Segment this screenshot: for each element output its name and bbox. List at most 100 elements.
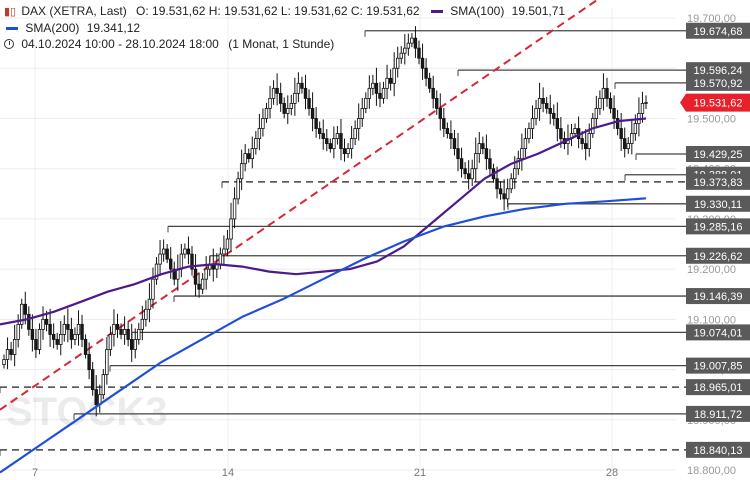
candle	[55, 339, 59, 345]
last-price-label: 19.531,62	[694, 98, 743, 110]
candle	[438, 108, 442, 119]
candle	[293, 92, 297, 104]
last-price-box	[680, 93, 750, 112]
clock-icon	[4, 39, 14, 49]
candle	[360, 108, 364, 119]
candle	[44, 318, 49, 325]
candle	[20, 303, 24, 325]
sma200-swatch	[6, 27, 18, 31]
candle	[619, 128, 623, 139]
candle	[481, 143, 485, 150]
level-label-box	[686, 379, 750, 396]
candle	[474, 153, 478, 170]
candle	[108, 334, 113, 350]
level-label: 19.429,25	[694, 149, 743, 161]
candle	[34, 339, 38, 350]
legend-row-period: 04.10.2024 10:00 - 28.10.2024 18:00 (1 M…	[4, 36, 565, 52]
candle	[417, 47, 421, 59]
sma100-value: 19.501,71	[511, 4, 566, 18]
candle	[388, 77, 393, 84]
candle	[154, 263, 159, 280]
candle	[612, 108, 616, 119]
candle	[396, 57, 400, 69]
candle	[633, 123, 638, 134]
candle	[516, 158, 521, 170]
level-label: 18.965,01	[694, 382, 743, 394]
level-label-box	[686, 357, 750, 374]
sma200-line	[0, 197, 647, 474]
candle	[222, 248, 226, 255]
candle	[601, 87, 606, 99]
candle	[151, 278, 155, 300]
candle	[147, 298, 152, 310]
candle	[268, 97, 272, 109]
candle	[349, 138, 354, 150]
candle	[427, 77, 432, 89]
candle	[239, 163, 244, 180]
candle	[169, 258, 173, 270]
candle	[87, 354, 91, 370]
candle	[523, 138, 528, 150]
candle	[445, 128, 450, 134]
legend-row-instrument: ▮▯ DAX (XETRA, Last) O: 19.531,62 H: 19.…	[4, 3, 565, 20]
candle	[477, 143, 481, 155]
candle	[27, 313, 31, 330]
level-label-box	[686, 441, 750, 458]
x-tick-label: 7	[32, 467, 38, 479]
candle	[275, 87, 279, 94]
candle	[69, 328, 74, 340]
candle	[342, 148, 347, 155]
candle	[218, 253, 223, 265]
y-tick-label: 19.100,00	[687, 314, 736, 326]
candle	[328, 143, 333, 150]
candle	[371, 82, 375, 89]
candle	[424, 67, 428, 79]
candle	[537, 97, 542, 109]
level-label-box	[686, 288, 750, 305]
sma200-value: 19.341,12	[86, 21, 141, 35]
candle	[105, 349, 109, 375]
x-tick-label: 14	[222, 467, 234, 479]
candle	[62, 323, 66, 335]
level-label: 19.007,85	[694, 361, 743, 373]
candle	[278, 92, 283, 104]
candle	[544, 103, 549, 109]
candle	[90, 369, 95, 391]
candle	[229, 218, 233, 240]
candle	[587, 133, 591, 150]
candle	[300, 82, 304, 89]
x-axis: 7 14 21 28	[32, 467, 618, 479]
candles	[2, 26, 648, 417]
last-price-tag: 19.531,62	[680, 93, 750, 112]
candle	[623, 138, 627, 150]
candle	[144, 308, 148, 320]
candle	[484, 148, 489, 160]
candle	[165, 248, 169, 260]
candle	[59, 334, 63, 345]
candle	[335, 133, 340, 139]
candle	[374, 82, 379, 94]
candle	[16, 323, 20, 340]
candle	[236, 178, 240, 200]
candle	[626, 143, 630, 150]
level-label: 19.285,16	[694, 221, 743, 233]
candle	[513, 168, 517, 180]
candle	[303, 87, 308, 99]
candle	[261, 118, 265, 129]
candle	[158, 253, 162, 265]
candle	[420, 57, 425, 69]
candle	[296, 82, 301, 94]
candle	[172, 268, 176, 280]
candle	[498, 188, 503, 195]
candle	[179, 253, 184, 270]
sma100-swatch	[430, 10, 443, 14]
candle	[456, 148, 460, 160]
candle	[356, 118, 361, 129]
candle	[321, 133, 325, 139]
y-tick-label: 18.800,00	[687, 465, 736, 477]
y-tick-label: 19.200,00	[687, 264, 736, 276]
period-label: 04.10.2024 10:00 - 28.10.2024 18:00	[21, 37, 219, 51]
candle	[286, 108, 290, 114]
candle	[23, 303, 27, 315]
